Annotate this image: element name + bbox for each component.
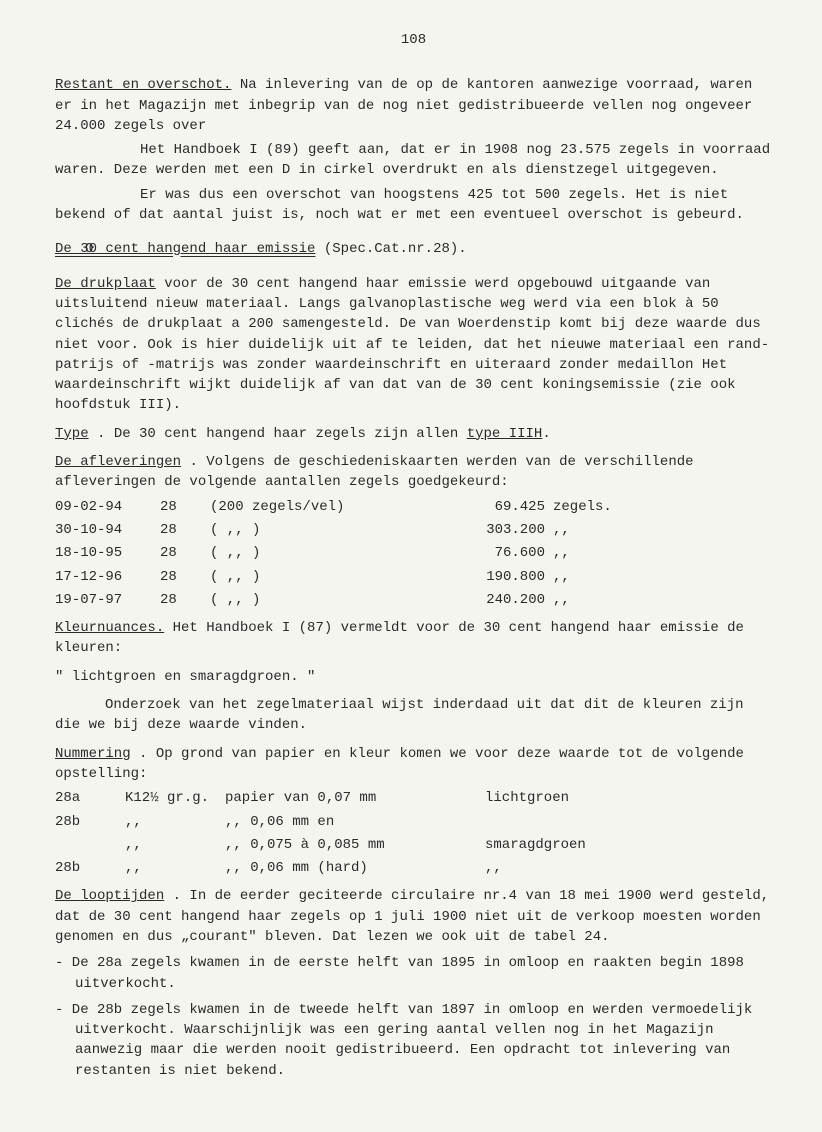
title-30cent-spec: (Spec.Cat.nr.28). [324, 241, 467, 257]
delivery-count: 240.200 [410, 590, 545, 610]
delivery-row: 18-10-9528( ,, )76.600,, [55, 543, 772, 563]
num-perf: ,, [125, 812, 225, 832]
num-paper: ,, 0,06 mm (hard) [225, 858, 485, 878]
delivery-unit: ,, [545, 567, 645, 587]
delivery-unit: ,, [545, 543, 645, 563]
num-id: 28b [55, 812, 125, 832]
label-aflevering: De afleveringen [55, 454, 181, 470]
section-30cent-title: O De 30 cent hangend haar emissie (Spec.… [55, 239, 772, 259]
delivery-date: 30-10-94 [55, 520, 160, 540]
delivery-count: 76.600 [410, 543, 545, 563]
delivery-date: 19-07-97 [55, 590, 160, 610]
num-perf: K12½ gr.g. [125, 788, 225, 808]
heading-restant: Restant en overschot. [55, 77, 231, 93]
para-drukplaat: De drukplaat voor de 30 cent hangend haa… [55, 274, 772, 416]
delivery-date: 18-10-95 [55, 543, 160, 563]
para-aflevering: De afleveringen . Volgens de geschiedeni… [55, 452, 772, 493]
numbering-row: ,,,, 0,075 à 0,085 mmsmaragdgroen [55, 835, 772, 855]
text-restant-p2: Het Handboek I (89) geeft aan, dat er in… [55, 140, 772, 181]
num-color [485, 812, 665, 832]
num-paper: papier van 0,07 mm [225, 788, 485, 808]
num-paper: ,, 0,075 à 0,085 mm [225, 835, 485, 855]
numbering-row: 28aK12½ gr.g.papier van 0,07 mmlichtgroe… [55, 788, 772, 808]
delivery-n: 28 [160, 567, 210, 587]
num-color: smaragdgroen [485, 835, 665, 855]
text-type: . De 30 cent hangend haar zegels zijn al… [97, 426, 467, 442]
delivery-row: 09-02-9428(200 zegels/vel)69.425zegels. [55, 497, 772, 517]
para-kleur: Kleurnuances. Het Handboek I (87) vermel… [55, 618, 772, 659]
bullet-item: - De 28a zegels kwamen in de eerste helf… [55, 953, 772, 994]
num-id: 28a [55, 788, 125, 808]
delivery-row: 17-12-9628( ,, )190.800,, [55, 567, 772, 587]
numbering-row: 28b,,,, 0,06 mm en [55, 812, 772, 832]
delivery-n: 28 [160, 543, 210, 563]
label-type: Type [55, 426, 89, 442]
para-nummering: Nummering . Op grond van papier en kleur… [55, 744, 772, 785]
delivery-count: 303.200 [410, 520, 545, 540]
delivery-count: 69.425 [410, 497, 545, 517]
para-type: Type . De 30 cent hangend haar zegels zi… [55, 424, 772, 444]
bullet-item: - De 28b zegels kwamen in de tweede helf… [55, 1000, 772, 1081]
delivery-note: ( ,, ) [210, 567, 410, 587]
text-nummering: . Op grond van papier en kleur komen we … [55, 746, 744, 782]
num-color: lichtgroen [485, 788, 665, 808]
label-nummering: Nummering [55, 746, 131, 762]
text-restant-p3: Er was dus een overschot van hoogstens 4… [55, 185, 772, 226]
delivery-n: 28 [160, 497, 210, 517]
num-paper: ,, 0,06 mm en [225, 812, 485, 832]
delivery-n: 28 [160, 520, 210, 540]
deliveries-table: 09-02-9428(200 zegels/vel)69.425zegels.3… [55, 497, 772, 610]
title-30cent: De 30 cent hangend haar emissie [55, 241, 315, 257]
delivery-note: (200 zegels/vel) [210, 497, 410, 517]
delivery-date: 09-02-94 [55, 497, 160, 517]
num-id: 28b [55, 858, 125, 878]
value-type: type IIIH [467, 426, 543, 442]
num-perf: ,, [125, 858, 225, 878]
delivery-count: 190.800 [410, 567, 545, 587]
para-looptijden: De looptijden . In de eerder geciteerde … [55, 886, 772, 947]
delivery-row: 30-10-9428( ,, )303.200,, [55, 520, 772, 540]
delivery-row: 19-07-9728( ,, )240.200,, [55, 590, 772, 610]
label-drukplaat: De drukplaat [55, 276, 156, 292]
page-number: 108 [55, 30, 772, 50]
label-looptijden: De looptijden [55, 888, 164, 904]
numbering-row: 28b,,,, 0,06 mm (hard) ,, [55, 858, 772, 878]
text-drukplaat: voor de 30 cent hangend haar emissie wer… [55, 276, 769, 414]
delivery-note: ( ,, ) [210, 520, 410, 540]
num-color: ,, [485, 858, 665, 878]
section-restant: Restant en overschot. Na inlevering van … [55, 75, 772, 136]
delivery-n: 28 [160, 590, 210, 610]
delivery-note: ( ,, ) [210, 543, 410, 563]
num-perf: ,, [125, 835, 225, 855]
circle-marker: O [85, 239, 93, 259]
delivery-unit: zegels. [545, 497, 645, 517]
kleur-quote: " lichtgroen en smaragdgroen. " [55, 667, 772, 687]
kleur-p2: Onderzoek van het zegelmateriaal wijst i… [55, 695, 772, 736]
delivery-unit: ,, [545, 590, 645, 610]
bullet-list: - De 28a zegels kwamen in de eerste helf… [55, 953, 772, 1081]
delivery-date: 17-12-96 [55, 567, 160, 587]
numbering-table: 28aK12½ gr.g.papier van 0,07 mmlichtgroe… [55, 788, 772, 878]
delivery-unit: ,, [545, 520, 645, 540]
label-kleur: Kleurnuances. [55, 620, 164, 636]
delivery-note: ( ,, ) [210, 590, 410, 610]
num-id [55, 835, 125, 855]
